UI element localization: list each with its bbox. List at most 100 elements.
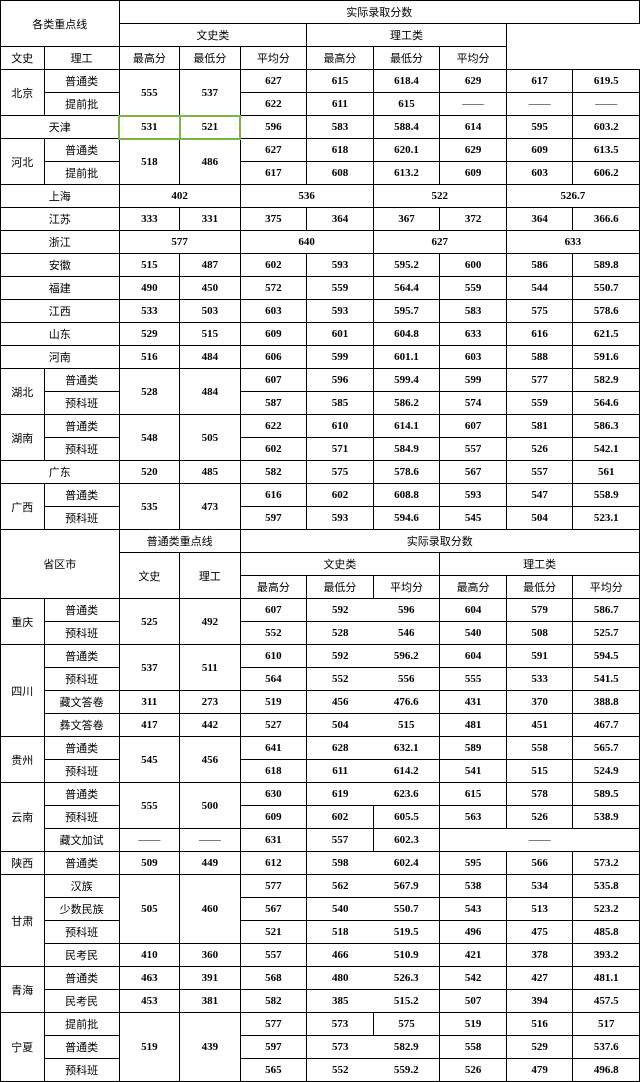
val: 367 xyxy=(373,208,440,231)
cat: 普通类 xyxy=(44,645,119,668)
val: 364 xyxy=(307,208,374,231)
val: 627 xyxy=(240,70,307,93)
val: 573 xyxy=(307,1036,374,1059)
val: 449 xyxy=(180,852,241,875)
val: 543 xyxy=(440,898,507,921)
val: 577 xyxy=(240,875,307,898)
val: 586.2 xyxy=(373,392,440,415)
val: 629 xyxy=(440,139,507,162)
hdr-arts: 文史类 xyxy=(119,24,307,47)
val: 620.1 xyxy=(373,139,440,162)
cat: 预科班 xyxy=(44,622,119,645)
val: 603 xyxy=(440,346,507,369)
hdr-max1: 最高分 xyxy=(119,47,180,70)
val: 521 xyxy=(180,116,241,139)
dash: —— xyxy=(506,93,573,116)
val: 510.9 xyxy=(373,944,440,967)
val: 622 xyxy=(240,415,307,438)
val: 592 xyxy=(307,599,374,622)
dash: —— xyxy=(180,829,241,852)
val: 586.3 xyxy=(573,415,640,438)
val: 585 xyxy=(307,392,374,415)
val: 484 xyxy=(180,369,241,415)
val: 599 xyxy=(307,346,374,369)
val: 566 xyxy=(506,852,573,875)
val: 534 xyxy=(506,875,573,898)
val: 540 xyxy=(307,898,374,921)
val: 607 xyxy=(440,415,507,438)
val: 517 xyxy=(573,1013,640,1036)
val: 572 xyxy=(240,277,307,300)
val: 545 xyxy=(440,507,507,530)
val: 526.7 xyxy=(506,185,639,208)
val: 591 xyxy=(506,645,573,668)
cat: 预科班 xyxy=(44,921,119,944)
val: 529 xyxy=(506,1036,573,1059)
prov-tianjin: 天津 xyxy=(1,116,120,139)
val: 564.4 xyxy=(373,277,440,300)
val: 503 xyxy=(180,300,241,323)
val: 533 xyxy=(506,668,573,691)
val: 618 xyxy=(307,139,374,162)
hdr-ws: 文史 xyxy=(1,47,45,70)
val: 481 xyxy=(440,714,507,737)
val: 537 xyxy=(180,70,241,116)
val: 618.4 xyxy=(373,70,440,93)
val: 410 xyxy=(119,944,180,967)
cat: 普通类 xyxy=(44,599,119,622)
val: 602.3 xyxy=(373,829,440,852)
val: 541 xyxy=(440,760,507,783)
val: 500 xyxy=(180,783,241,829)
prov-hubei: 湖北 xyxy=(1,369,45,415)
val: 603.2 xyxy=(573,116,640,139)
hdr-sci2: 理工类 xyxy=(440,553,640,576)
cat: 提前批 xyxy=(44,1013,119,1036)
val: 602.4 xyxy=(373,852,440,875)
val: 614.1 xyxy=(373,415,440,438)
val: 492 xyxy=(180,599,241,645)
val: 311 xyxy=(119,691,180,714)
val: 602 xyxy=(307,484,374,507)
val: 529 xyxy=(119,323,180,346)
val: 360 xyxy=(180,944,241,967)
val: 613.2 xyxy=(373,162,440,185)
val: 522 xyxy=(373,185,506,208)
cat: 彝文答卷 xyxy=(44,714,119,737)
cat: 普通类 xyxy=(44,783,119,806)
val: 557 xyxy=(506,461,573,484)
val: 393.2 xyxy=(573,944,640,967)
val: 616 xyxy=(240,484,307,507)
val: 524.9 xyxy=(573,760,640,783)
val: 607 xyxy=(240,369,307,392)
val: 565 xyxy=(240,1059,307,1082)
cat: 普通类 xyxy=(44,852,119,875)
val: 575 xyxy=(506,300,573,323)
val: 427 xyxy=(506,967,573,990)
val: 595.2 xyxy=(373,254,440,277)
val: 578.6 xyxy=(373,461,440,484)
val: 496 xyxy=(440,921,507,944)
val: 575 xyxy=(307,461,374,484)
val: 457.5 xyxy=(573,990,640,1013)
val: 563 xyxy=(440,806,507,829)
val: 603 xyxy=(506,162,573,185)
val: 593 xyxy=(307,507,374,530)
val: 526.3 xyxy=(373,967,440,990)
cat: 普通类 xyxy=(44,415,119,438)
val: 486 xyxy=(180,139,241,185)
val: 519 xyxy=(119,1013,180,1082)
val: 536 xyxy=(240,185,373,208)
cat: 预科班 xyxy=(44,438,119,461)
val: 615 xyxy=(373,93,440,116)
val: 520 xyxy=(119,461,180,484)
val: 614 xyxy=(440,116,507,139)
val: 515 xyxy=(506,760,573,783)
val: 586.7 xyxy=(573,599,640,622)
val: 460 xyxy=(180,875,241,944)
val: 417 xyxy=(119,714,180,737)
hdr-max3: 最高分 xyxy=(240,576,307,599)
val: 568 xyxy=(240,967,307,990)
val: 610 xyxy=(240,645,307,668)
val: 598 xyxy=(307,852,374,875)
val: 571 xyxy=(307,438,374,461)
